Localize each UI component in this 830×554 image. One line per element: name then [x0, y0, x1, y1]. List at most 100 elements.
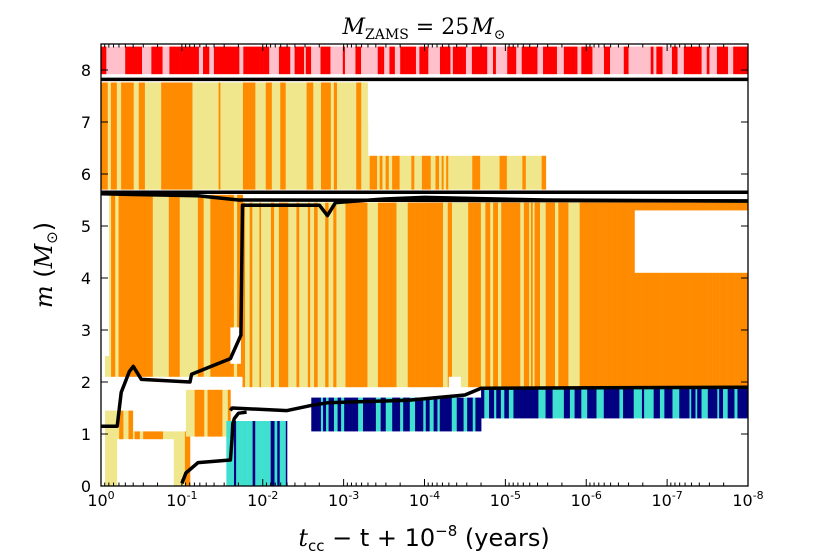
- co-shell-stripe: [501, 202, 505, 388]
- y-tick-label: 6: [81, 165, 91, 184]
- envelope-stripe: [692, 46, 696, 75]
- core-stripe: [323, 397, 327, 432]
- envelope-stripe: [137, 46, 143, 75]
- co-shell-stripe: [203, 194, 211, 377]
- he-shell-stripe: [267, 82, 273, 190]
- envelope-stripe: [153, 46, 160, 75]
- co-shell-stripe: [696, 202, 702, 388]
- envelope-stripe: [131, 46, 138, 75]
- he-shell-stripe: [138, 82, 146, 190]
- co-shell-stripe: [310, 202, 315, 388]
- co-shell-stripe: [507, 202, 511, 388]
- core-stripe: [545, 388, 550, 419]
- envelope-stripe: [243, 46, 248, 75]
- core-stripe: [644, 388, 648, 419]
- fe-core-boundary-line: [180, 410, 247, 485]
- axis-ticks: [100, 44, 749, 487]
- core-stripe: [344, 397, 347, 432]
- core-stripe: [653, 388, 658, 419]
- core-stripe: [567, 388, 571, 419]
- co-shell-stripe: [671, 202, 675, 388]
- co-shell-stripe: [245, 202, 250, 388]
- co-shell-stripe: [140, 194, 145, 377]
- core-stripe: [363, 397, 368, 432]
- x-tick-label: 10-5: [490, 489, 521, 510]
- co-shell-stripe: [603, 202, 608, 388]
- co-shell-stripe: [261, 202, 265, 388]
- he-shell-stripe: [265, 82, 268, 190]
- core-stripe: [377, 397, 381, 432]
- core-stripe: [623, 388, 626, 419]
- envelope-stripe: [290, 46, 295, 75]
- core-stripe: [451, 397, 455, 432]
- core-stripe: [352, 397, 355, 432]
- he-shell-stripe: [348, 82, 357, 190]
- he-shell-stripe: [450, 155, 455, 190]
- co-shell-stripe: [186, 194, 190, 377]
- co-shell-stripe: [633, 202, 638, 388]
- he-shell-stripe: [430, 155, 436, 190]
- co-shell-stripe: [680, 202, 686, 388]
- lower-shell-stripe: [109, 410, 112, 486]
- envelope-stripe: [701, 46, 708, 75]
- he-shell-stripe: [277, 82, 281, 190]
- x-tick-label: 10-6: [571, 489, 602, 510]
- co-shell-stripe: [352, 202, 356, 388]
- co-shell-stripe: [360, 202, 364, 388]
- envelope-stripe: [415, 46, 420, 75]
- co-shell-stripe: [594, 202, 598, 388]
- envelope-stripe: [721, 46, 729, 75]
- he-shell-stripe: [170, 82, 179, 190]
- co-shell-stripe: [708, 202, 713, 388]
- envelope-stripe: [169, 46, 174, 75]
- co-shell-stripe: [650, 202, 654, 388]
- core-stripe: [418, 397, 422, 432]
- envelope-stripe: [689, 46, 693, 75]
- core-stripe: [279, 421, 284, 486]
- envelope-stripe: [381, 46, 385, 75]
- core-stripe: [569, 388, 575, 419]
- envelope-stripe: [335, 46, 342, 75]
- envelope-stripe: [662, 46, 667, 75]
- envelope-stripe: [452, 46, 457, 75]
- x-tick-label: 100: [87, 489, 114, 510]
- core-stripe: [258, 421, 262, 486]
- co-shell-stripe: [218, 194, 222, 377]
- co-shell-stripe: [468, 202, 473, 388]
- he-shell-stripe: [291, 82, 296, 190]
- co-shell-stripe: [652, 202, 657, 388]
- envelope-stripe: [610, 46, 616, 75]
- core-stripe: [527, 388, 533, 419]
- envelope-stripe: [151, 46, 154, 75]
- he-shell-stripe: [491, 155, 496, 190]
- co-shell-stripe: [252, 202, 257, 388]
- core-stripe: [491, 388, 495, 419]
- co-shell-stripe: [562, 202, 565, 388]
- core-stripe: [383, 397, 387, 432]
- y-axis-label: m (M⊙): [30, 222, 61, 308]
- envelope-stripe: [446, 46, 451, 75]
- core-stripe: [439, 397, 443, 432]
- core-stripe: [479, 397, 482, 432]
- he-shell-stripe: [480, 155, 485, 190]
- core-stripe: [494, 388, 497, 419]
- he-shell-stripe: [544, 155, 547, 190]
- co-shell-stripe: [685, 202, 689, 388]
- envelope-stripe: [193, 46, 200, 75]
- lower-shell-stripe: [198, 389, 205, 437]
- core-stripe: [238, 421, 242, 486]
- he-shell-stripe: [150, 82, 158, 190]
- co-shell-stripe: [571, 202, 576, 388]
- co-shell-stripe: [416, 202, 421, 388]
- core-stripe: [475, 397, 480, 432]
- co-shell-stripe: [555, 202, 559, 388]
- co-shell-stripe: [396, 202, 402, 388]
- co-shell-stripe: [270, 202, 275, 388]
- y-tick-label: 4: [81, 269, 91, 288]
- co-shell-stripe: [174, 194, 181, 377]
- core-stripe: [285, 421, 288, 486]
- core-stripe: [734, 388, 738, 419]
- core-stripe: [559, 388, 565, 419]
- he-shell-stripe: [466, 155, 469, 190]
- lower-shell-stripe: [220, 389, 223, 437]
